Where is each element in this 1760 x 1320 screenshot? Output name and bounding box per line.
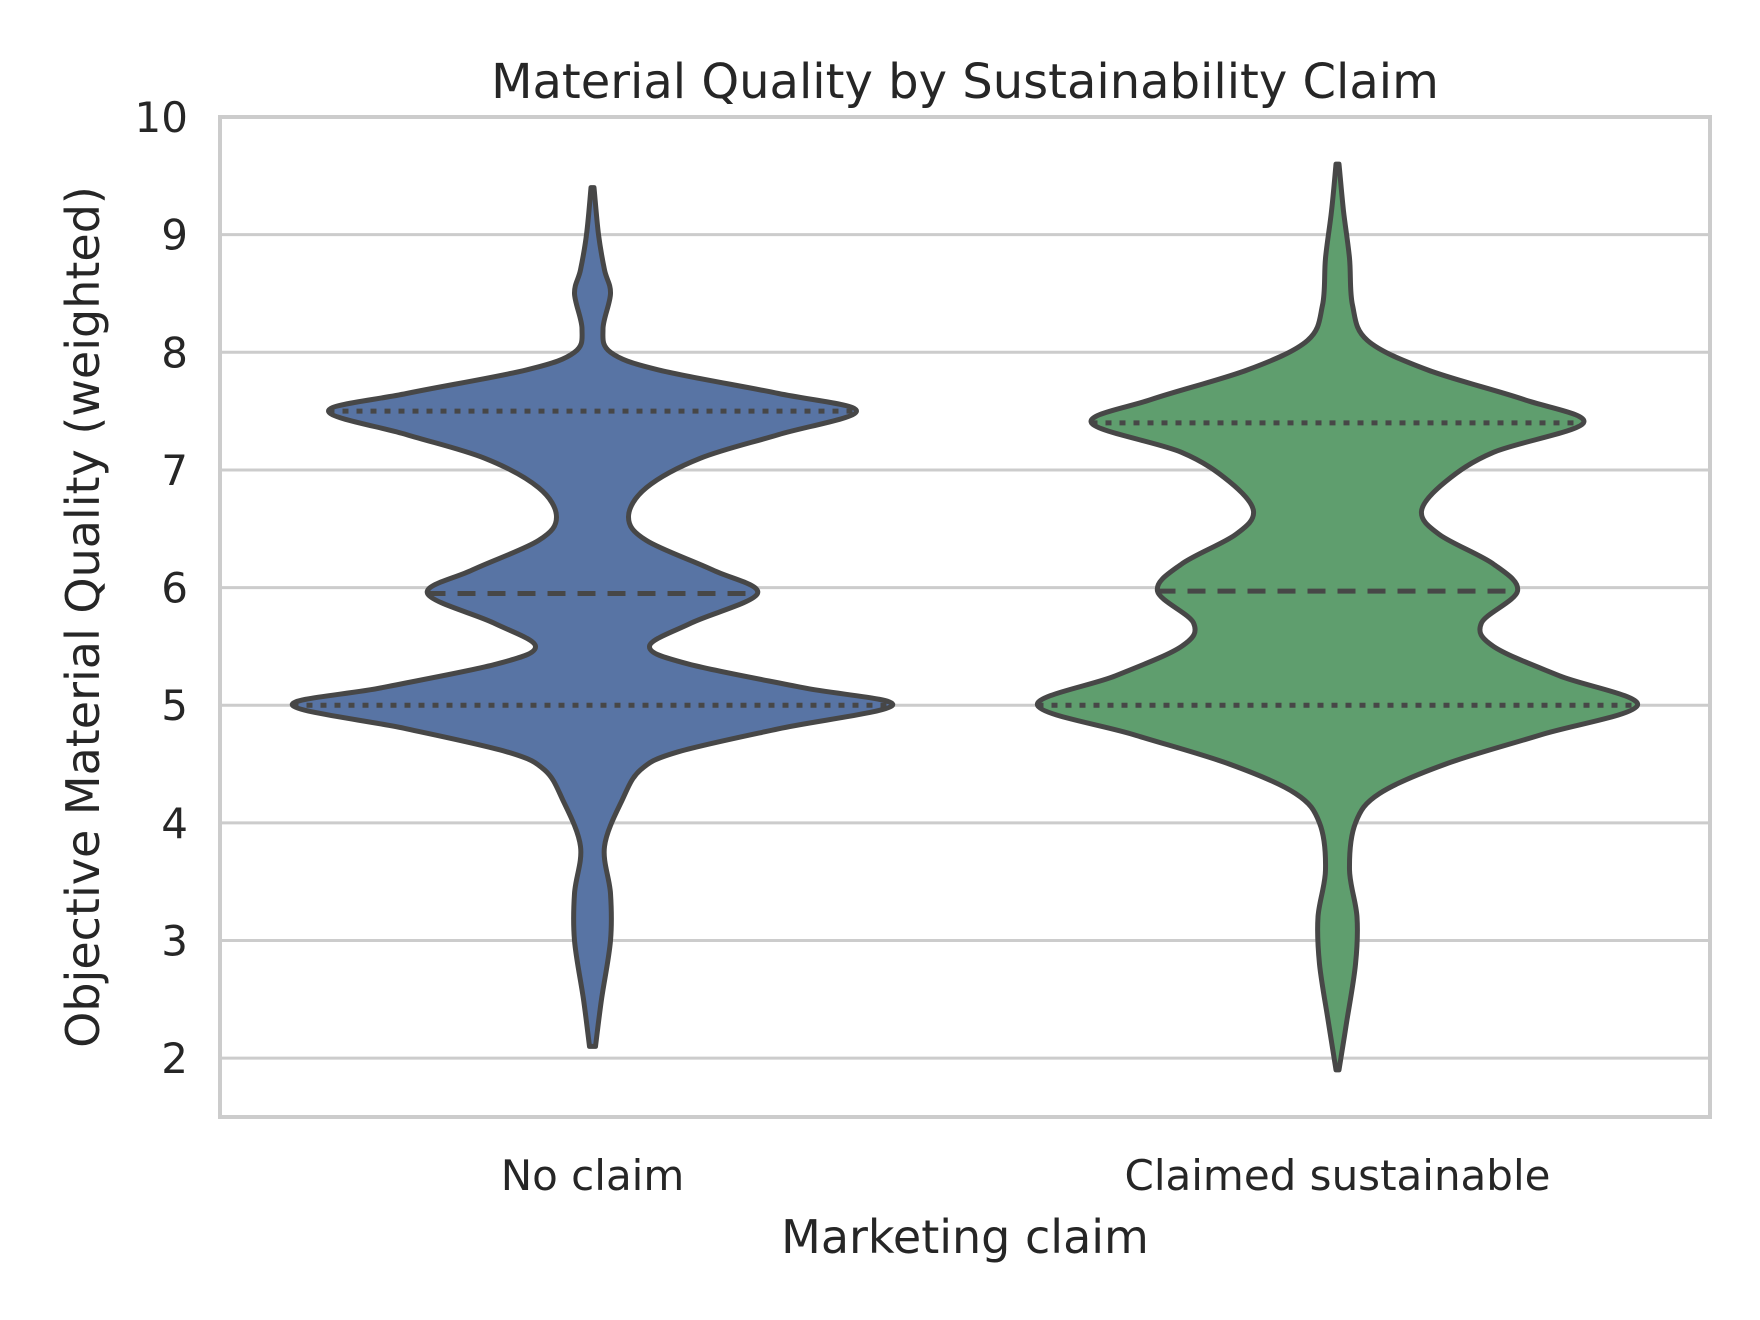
x-tick-labels: No claim Claimed sustainable [501,1151,1551,1200]
violins [289,161,1640,1073]
violin-body [289,185,896,1049]
y-axis-label: Objective Material Quality (weighted) [56,186,110,1048]
violin-body [1035,161,1640,1073]
y-tick-label: 9 [161,211,188,260]
y-tick-label: 2 [161,1034,188,1083]
y-tick-label: 4 [161,799,188,848]
y-tick-label: 6 [161,564,188,613]
plot-frame [218,115,1712,1119]
x-tick-label: No claim [501,1151,685,1200]
y-tick-label: 7 [161,446,188,495]
y-tick-label: 8 [161,328,188,377]
x-tick-label: Claimed sustainable [1125,1151,1551,1200]
y-tick-label: 10 [135,93,188,142]
y-tick-labels: 2 3 4 5 6 7 8 9 10 [135,93,188,1083]
y-tick-label: 3 [161,917,188,966]
chart-title: Material Quality by Sustainability Claim [491,54,1439,110]
y-tick-label: 5 [161,681,188,730]
x-axis-label: Marketing claim [781,1210,1149,1264]
